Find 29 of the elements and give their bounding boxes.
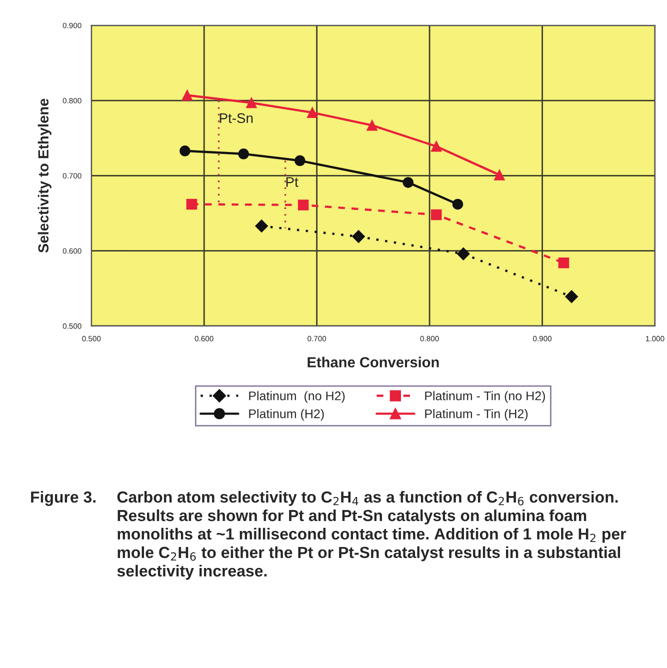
point: [430, 209, 442, 220]
caption: Figure 3.: [31, 490, 96, 506]
annotation: Pt: [286, 177, 298, 187]
point: [565, 290, 578, 304]
point: [186, 198, 198, 210]
point: [182, 90, 193, 101]
point: [452, 198, 464, 210]
text: Carbon atom selectivity to C$_{2}$H$_{4}$ as a function of C$_{2}$H$_{6}$ conversion. Results are shown for Pt and Pt-Sn catalysts on alumina foam monoliths at ~1 millisecond contact time. Addition of 1 mole H$_{2}$ per mole C$_{2}$H$_{6}$ to either the Pt or Pt-Sn catalyst results in a substantial selectivity increase.: [117, 490, 626, 580]
legend-label: Platinum (no H2): [249, 391, 345, 403]
point: [456, 247, 470, 260]
legend-label: Platinum (H2): [249, 409, 324, 421]
point: [255, 220, 268, 232]
point: [352, 230, 365, 243]
point: [430, 140, 442, 152]
point: [366, 120, 378, 131]
point: [494, 170, 505, 180]
x-axis-title: Ethane Conversion: [308, 356, 439, 368]
annotation: Pt-Sn: [220, 113, 253, 124]
point: [306, 107, 318, 118]
point: [402, 177, 414, 188]
point: [294, 155, 306, 166]
point: [246, 97, 257, 108]
point: [298, 200, 309, 210]
legend-label: Platinum - Tin (no H2): [425, 391, 545, 403]
legend-label: Platinum - Tin (H2): [425, 409, 528, 421]
y-axis-title: Selectivity to Ethylene: [38, 98, 52, 253]
point: [238, 148, 249, 160]
point: [558, 257, 570, 268]
point: [180, 146, 190, 156]
